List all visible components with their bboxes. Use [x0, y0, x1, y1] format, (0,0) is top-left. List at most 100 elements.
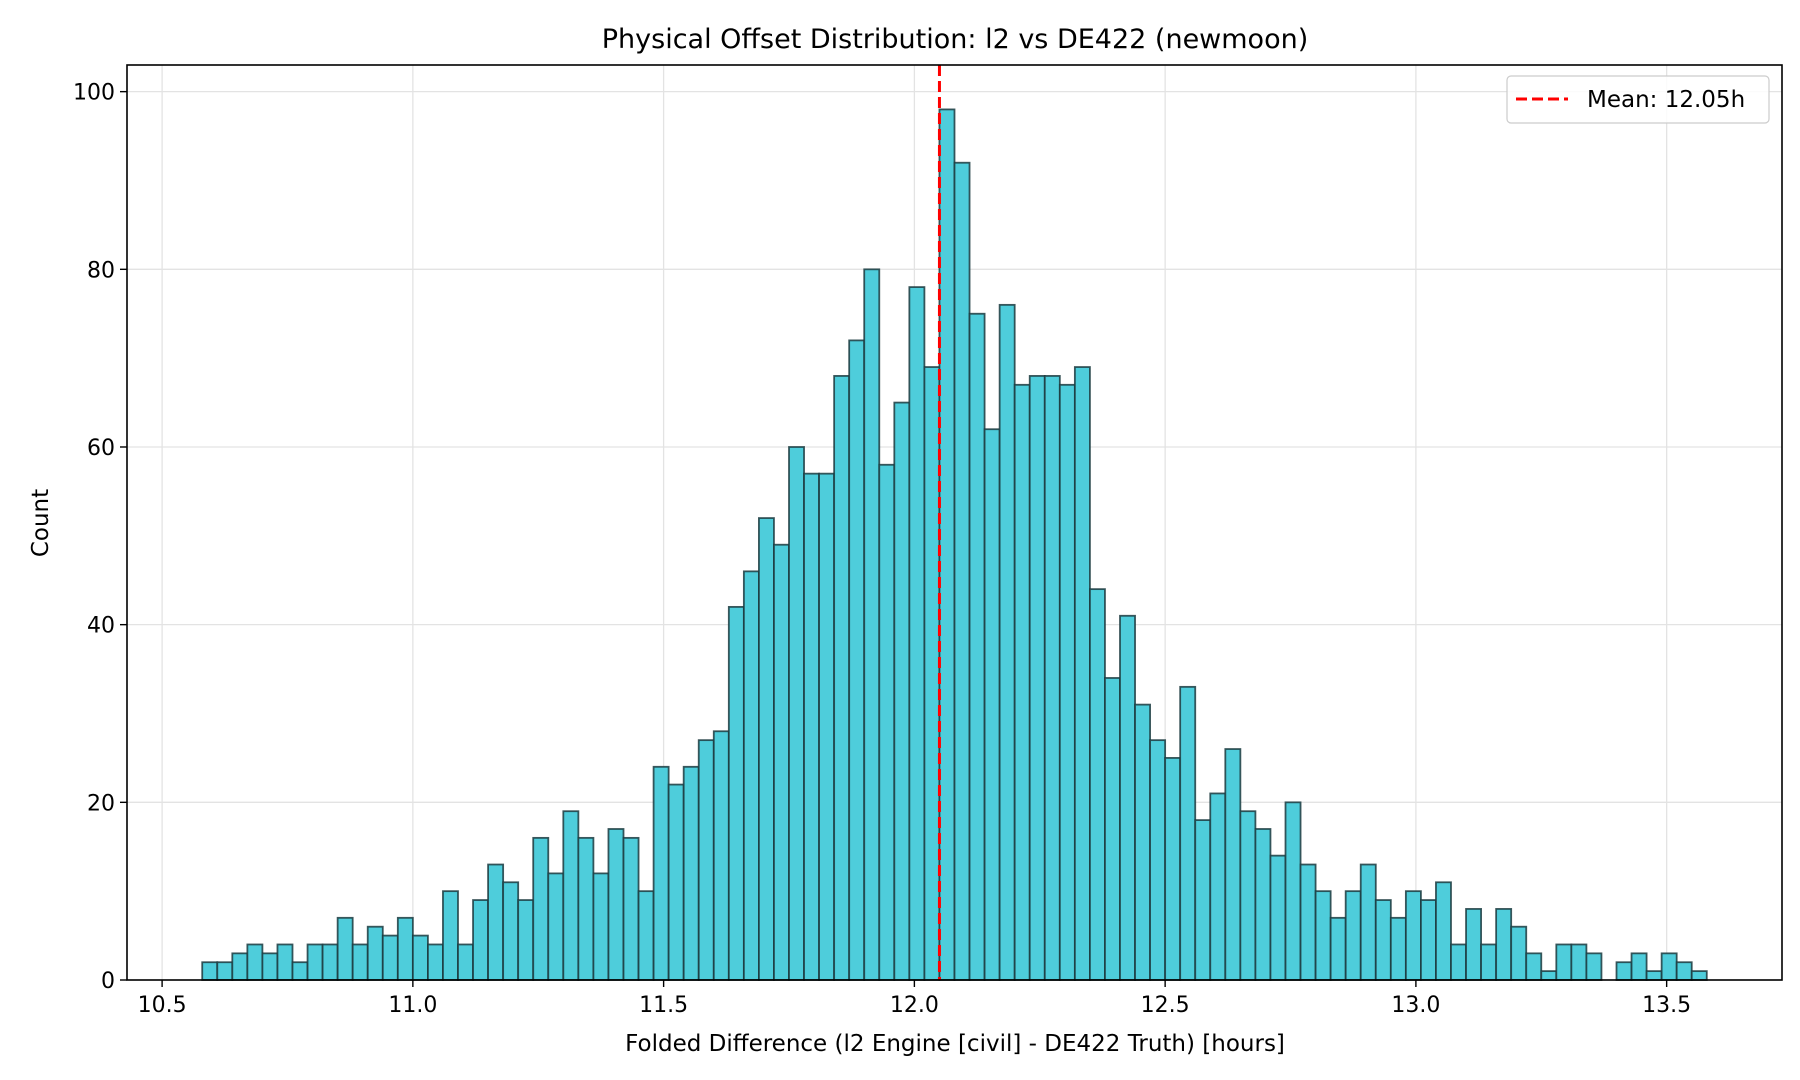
x-tick-label: 12.5 [1141, 993, 1190, 1018]
legend-box [1506, 75, 1770, 124]
histogram-bar [1028, 375, 1046, 981]
histogram-bar [517, 899, 535, 981]
legend-label: Mean: 12.05h [1587, 87, 1745, 113]
x-tick-label: 12.0 [890, 993, 939, 1018]
histogram-bar [1239, 810, 1257, 981]
histogram-bar [532, 836, 550, 981]
histogram-bar [1495, 908, 1513, 981]
histogram-bar [502, 881, 520, 981]
histogram-bar [758, 517, 775, 981]
histogram-bar [1675, 961, 1693, 981]
histogram-bar [1073, 366, 1091, 981]
histogram-bar [562, 810, 580, 981]
histogram-bar [1134, 703, 1151, 981]
histogram-bar [1645, 970, 1663, 981]
histogram-bar [336, 916, 354, 981]
histogram-bar [742, 570, 760, 981]
histogram-bar [1179, 685, 1197, 981]
histogram-bar [712, 730, 730, 981]
histogram-bar [667, 783, 685, 981]
histogram-bar [1389, 916, 1407, 981]
histogram-bar [833, 375, 851, 981]
histogram-bar [803, 472, 820, 981]
histogram-bar [1254, 828, 1272, 981]
histogram-bar [622, 836, 640, 981]
x-tick-label: 11.0 [388, 993, 437, 1018]
x-axis-label: Folded Difference (l2 Engine [civil] - D… [625, 1031, 1285, 1057]
histogram-bar [998, 303, 1016, 981]
histogram-bar [893, 401, 911, 981]
x-tick-label: 10.5 [138, 993, 187, 1018]
y-axis-ticks: 0 20 40 60 80 100 [73, 81, 127, 994]
histogram-bar [442, 890, 459, 981]
histogram-bar [381, 934, 399, 981]
histogram-bar [1690, 970, 1708, 981]
histogram-bar [1013, 383, 1031, 981]
histogram-bar [577, 836, 595, 981]
histogram-bar [547, 872, 565, 981]
histogram-bar [1329, 916, 1347, 981]
histogram-bar [1404, 890, 1422, 981]
histogram-bar [607, 828, 625, 981]
histogram-bar [261, 952, 279, 981]
plot-frame [126, 64, 1783, 981]
histogram-bar [1540, 970, 1558, 981]
histogram-bar [923, 366, 941, 981]
histogram-bar [457, 943, 474, 981]
histogram-bar [1585, 952, 1603, 981]
histogram-bar [938, 108, 956, 981]
histogram-bar [773, 543, 790, 981]
histogram-bar [818, 472, 836, 981]
histogram-bar [878, 463, 896, 981]
histogram-bar [231, 952, 249, 981]
y-tick-label: 0 [101, 969, 115, 994]
histogram-bar [201, 961, 219, 981]
histogram-bar [1194, 819, 1212, 981]
histogram-bar [1555, 943, 1573, 981]
histogram-bar [427, 943, 444, 981]
y-tick-label: 100 [73, 81, 115, 106]
histogram-bar [697, 739, 715, 981]
histogram-bar [1119, 614, 1136, 981]
histogram-bar [487, 863, 505, 981]
histogram-bar [1344, 890, 1362, 981]
histogram-bar [1630, 952, 1648, 981]
histogram-bar [1104, 677, 1121, 981]
histogram-bar [472, 899, 489, 981]
histogram-bar [321, 943, 339, 981]
histogram-bar [1314, 890, 1332, 981]
histogram-bar [366, 925, 384, 981]
histogram-bar [1435, 881, 1452, 981]
histogram-bar [1450, 943, 1467, 981]
histogram-bar [1359, 863, 1377, 981]
histogram-bar [1570, 943, 1588, 981]
histogram-bar [1299, 863, 1317, 981]
histogram-bar [306, 943, 324, 981]
x-axis-ticks: 10.5 11.0 11.5 12.0 12.5 13.0 13.5 [138, 980, 1691, 1018]
histogram-bar [246, 943, 264, 981]
histogram-bar [351, 943, 369, 981]
legend: Mean: 12.05h [1506, 75, 1770, 124]
histogram-bar [863, 268, 881, 981]
histogram-bar [276, 943, 294, 981]
histogram-bar [727, 605, 745, 981]
histogram-bar [411, 934, 429, 981]
histogram-bar [1058, 383, 1076, 981]
histogram-bar [908, 286, 926, 981]
histogram-bar [968, 312, 986, 981]
histogram-bar [592, 872, 610, 981]
histogram-bar [1089, 588, 1106, 981]
histogram-bar [682, 765, 700, 981]
x-tick-label: 13.0 [1391, 993, 1440, 1018]
histogram-bar [1043, 375, 1061, 981]
histogram-bar [652, 765, 670, 981]
y-tick-label: 60 [87, 436, 115, 461]
chart-title: Physical Offset Distribution: l2 vs DE42… [602, 24, 1309, 55]
histogram-bar [1284, 801, 1302, 981]
histogram-bar [396, 916, 414, 981]
histogram-bar [953, 161, 971, 981]
y-tick-label: 80 [87, 258, 115, 283]
histogram-bar [1615, 961, 1633, 981]
histogram-bar [848, 339, 866, 981]
histogram-bar [1420, 899, 1437, 981]
